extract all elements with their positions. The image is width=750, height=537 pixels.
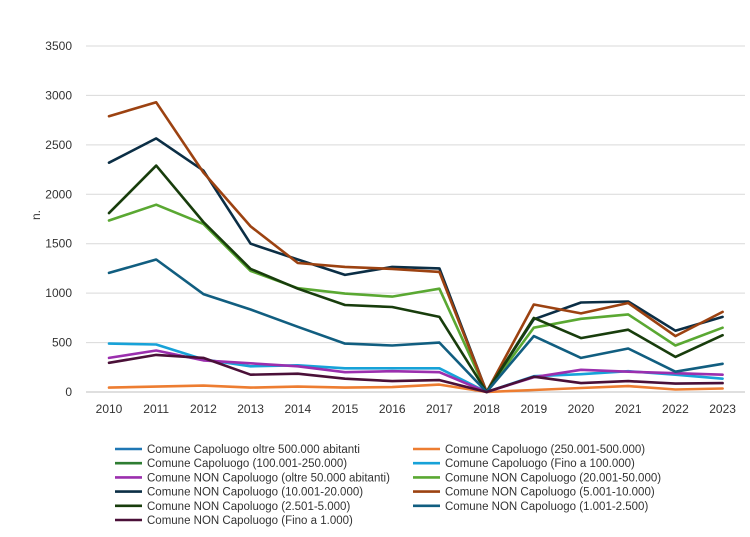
y-tick-label: 3500	[45, 39, 72, 53]
legend-label: Comune NON Capoluogo (2.501-5.000)	[147, 501, 350, 513]
legend-label: Comune NON Capoluogo (20.001-50.000)	[445, 472, 661, 484]
x-tick-label: 2021	[615, 402, 642, 416]
legend-item: Comune NON Capoluogo (2.501-5.000)	[115, 501, 350, 513]
y-tick-label: 3000	[45, 88, 72, 102]
series-lines	[109, 102, 723, 392]
legend-item: Comune NON Capoluogo (1.001-2.500)	[413, 501, 648, 513]
legend-label: Comune Capoluogo (250.001-500.000)	[445, 444, 645, 456]
legend-item: Comune Capoluogo (100.001-250.000)	[115, 458, 347, 470]
series-line-7	[109, 138, 723, 392]
legend-label: Comune Capoluogo (100.001-250.000)	[147, 458, 347, 470]
legend-label: Comune NON Capoluogo (10.001-20.000)	[147, 487, 363, 499]
x-tick-label: 2017	[426, 402, 453, 416]
series-line-2	[109, 385, 723, 392]
legend-item: Comune NON Capoluogo (Fino a 1.000)	[115, 515, 353, 527]
y-tick-label: 500	[52, 336, 72, 350]
x-axis-tick-labels: 2010 2011 2012 2013 2014 2015 2016 2017 2018 2019…	[96, 402, 737, 416]
legend-label: Comune NON Capoluogo (Fino a 1.000)	[147, 515, 353, 527]
x-tick-label: 2023	[709, 402, 736, 416]
legend-label: Comune Capoluogo oltre 500.000 abitanti	[147, 444, 360, 456]
y-tick-label: 1000	[45, 286, 72, 300]
x-tick-label: 2018	[473, 402, 500, 416]
legend-item: Comune NON Capoluogo (oltre 50.000 abita…	[115, 472, 390, 484]
y-tick-label: 2000	[45, 187, 72, 201]
legend-item: Comune NON Capoluogo (10.001-20.000)	[115, 487, 363, 499]
y-axis-tick-labels: 0 500 1000 1500 2000 2500 3000 3500	[45, 39, 72, 399]
legend-item: Comune Capoluogo (250.001-500.000)	[413, 444, 645, 456]
legend-item: Comune Capoluogo (Fino a 100.000)	[413, 458, 635, 470]
x-tick-label: 2016	[379, 402, 406, 416]
legend-label: Comune Capoluogo (Fino a 100.000)	[445, 458, 635, 470]
legend-item: Comune NON Capoluogo (5.001-10.000)	[413, 487, 655, 499]
x-tick-label: 2014	[284, 402, 311, 416]
x-tick-label: 2022	[662, 402, 689, 416]
x-tick-label: 2013	[237, 402, 264, 416]
legend-item: Comune Capoluogo oltre 500.000 abitanti	[115, 444, 360, 456]
legend-label: Comune NON Capoluogo (oltre 50.000 abita…	[147, 472, 390, 484]
legend-label: Comune NON Capoluogo (5.001-10.000)	[445, 487, 655, 499]
x-tick-label: 2011	[143, 402, 169, 416]
legend-label: Comune NON Capoluogo (1.001-2.500)	[445, 501, 648, 513]
y-tick-label: 0	[65, 385, 72, 399]
x-tick-label: 2019	[520, 402, 547, 416]
chart-root: 0 500 1000 1500 2000 2500 3000 3500 2010 2011 201…	[0, 0, 750, 532]
x-tick-label: 2010	[96, 402, 123, 416]
y-axis-label: n.	[29, 210, 43, 220]
legend: Comune Capoluogo oltre 500.000 abitanti C…	[115, 444, 661, 527]
y-tick-label: 2500	[45, 138, 72, 152]
x-tick-label: 2012	[190, 402, 217, 416]
line-chart: 0500100015002000250030003500 2010 2011 201…	[0, 0, 750, 532]
series-line-6	[109, 205, 723, 392]
y-tick-label: 1500	[45, 237, 72, 251]
x-tick-label: 2020	[568, 402, 595, 416]
legend-item: Comune NON Capoluogo (20.001-50.000)	[413, 472, 661, 484]
x-tick-label: 2015	[332, 402, 359, 416]
